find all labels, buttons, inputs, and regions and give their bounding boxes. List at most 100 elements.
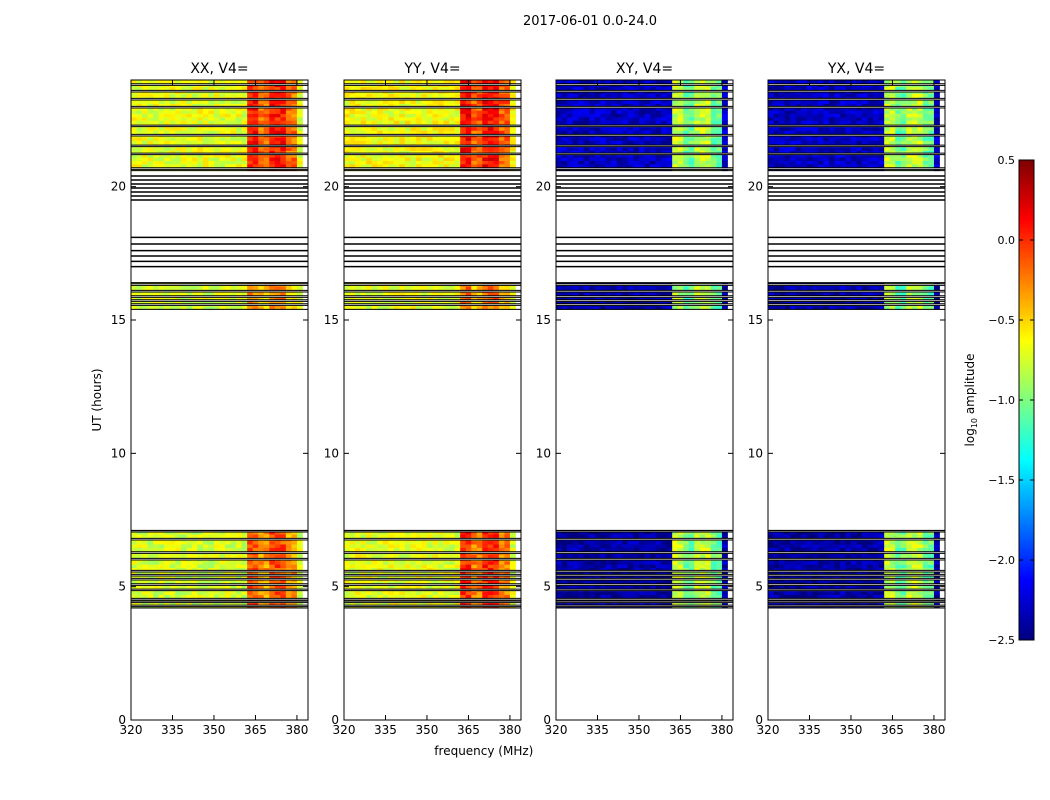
heatmap-cell (213, 116, 220, 121)
heatmap-cell (280, 127, 287, 131)
heatmap-cell (721, 530, 728, 535)
heatmap-cell (191, 547, 198, 552)
heatmap-cell (349, 540, 356, 545)
heatmap-cell (202, 110, 209, 114)
heatmap-cell (661, 554, 668, 558)
heatmap-cell (438, 127, 444, 131)
heatmap-cell (426, 106, 433, 111)
heatmap-cell (572, 306, 579, 310)
heatmap-cell (197, 594, 204, 599)
heatmap-cell (449, 306, 456, 310)
heatmap-cell (567, 160, 573, 165)
heatmap-cell (175, 113, 182, 118)
heatmap-cell (578, 547, 585, 552)
flag-gap (344, 551, 521, 554)
heatmap-cell (366, 594, 373, 599)
heatmap-cell (460, 584, 467, 589)
heatmap-cell (622, 581, 629, 585)
heatmap-cell (449, 567, 456, 572)
heatmap-cell (269, 93, 276, 98)
heatmap-cell (404, 86, 411, 91)
heatmap-cell (263, 554, 270, 558)
heatmap-cell (415, 103, 422, 108)
heatmap-cell (247, 296, 254, 300)
heatmap-cell (415, 147, 422, 151)
heatmap-cell (454, 140, 461, 145)
heatmap-cell (404, 100, 411, 104)
heatmap-cell (197, 120, 204, 125)
heatmap-cell (415, 594, 422, 599)
heatmap-cell (175, 581, 182, 585)
heatmap-cell (556, 560, 562, 565)
heatmap-cell (252, 547, 259, 552)
heatmap-cell (291, 116, 298, 121)
heatmap-cell (377, 106, 384, 111)
heatmap-cell (382, 560, 389, 565)
heatmap-cell (344, 560, 350, 565)
heatmap-cell (476, 163, 483, 168)
heatmap-cell (136, 86, 143, 91)
heatmap-cell (421, 163, 428, 168)
heatmap-cell (258, 571, 265, 575)
heatmap-cell (236, 530, 243, 535)
heatmap-cell (426, 110, 433, 114)
heatmap-cell (285, 554, 292, 558)
heatmap-cell (650, 534, 656, 538)
heatmap-cell (180, 110, 187, 114)
heatmap-cell (509, 113, 516, 118)
heatmap-cell (578, 554, 585, 558)
heatmap-cell (274, 86, 281, 91)
heatmap-cell (269, 534, 276, 538)
heatmap-cell (366, 530, 373, 535)
heatmap-cell (208, 567, 215, 572)
heatmap-cell (399, 163, 406, 168)
heatmap-cell (219, 93, 226, 98)
heatmap-cell (291, 591, 298, 595)
heatmap-cell (355, 116, 361, 121)
heatmap-cell (465, 86, 472, 91)
heatmap-cell (611, 594, 618, 599)
heatmap-cell (360, 150, 367, 155)
heatmap-cell (230, 306, 237, 310)
heatmap-cell (583, 547, 590, 552)
heatmap-cell (296, 530, 303, 535)
heatmap-cell (258, 581, 265, 585)
heatmap-cell (360, 306, 367, 310)
heatmap-cell (666, 554, 673, 558)
heatmap-cell (460, 110, 467, 114)
heatmap-cell (274, 554, 281, 558)
heatmap-cell (611, 554, 618, 558)
heatmap-cell (355, 140, 361, 145)
heatmap-cell (382, 150, 389, 155)
heatmap-cell (493, 127, 500, 131)
heatmap-cell (415, 93, 422, 98)
heatmap-cell (487, 93, 494, 98)
heatmap-cell (638, 560, 645, 565)
heatmap-cell (236, 286, 243, 290)
heatmap-cell (600, 581, 607, 585)
heatmap-cell (504, 571, 511, 575)
heatmap-cell (605, 296, 612, 300)
heatmap-cell (219, 594, 226, 599)
heatmap-cell (344, 540, 350, 545)
heatmap-cell (721, 584, 728, 589)
heatmap-cell (349, 544, 356, 548)
heatmap-cell (504, 530, 511, 535)
heatmap-cell (219, 130, 226, 135)
heatmap-cell (349, 150, 356, 155)
heatmap-cell (661, 544, 668, 548)
heatmap-cell (191, 554, 198, 558)
heatmap-cell (371, 306, 378, 310)
heatmap-cell (153, 544, 160, 548)
heatmap-cell (269, 571, 276, 575)
heatmap-cell (627, 581, 634, 585)
heatmap-cell (638, 157, 645, 161)
heatmap-cell (213, 591, 220, 595)
heatmap-cell (371, 292, 378, 297)
heatmap-cell (371, 296, 378, 300)
heatmap-cell (460, 292, 467, 297)
heatmap-cell (633, 534, 640, 538)
heatmap-cell (638, 554, 645, 558)
heatmap-cell (594, 534, 601, 538)
heatmap-cell (605, 286, 612, 290)
